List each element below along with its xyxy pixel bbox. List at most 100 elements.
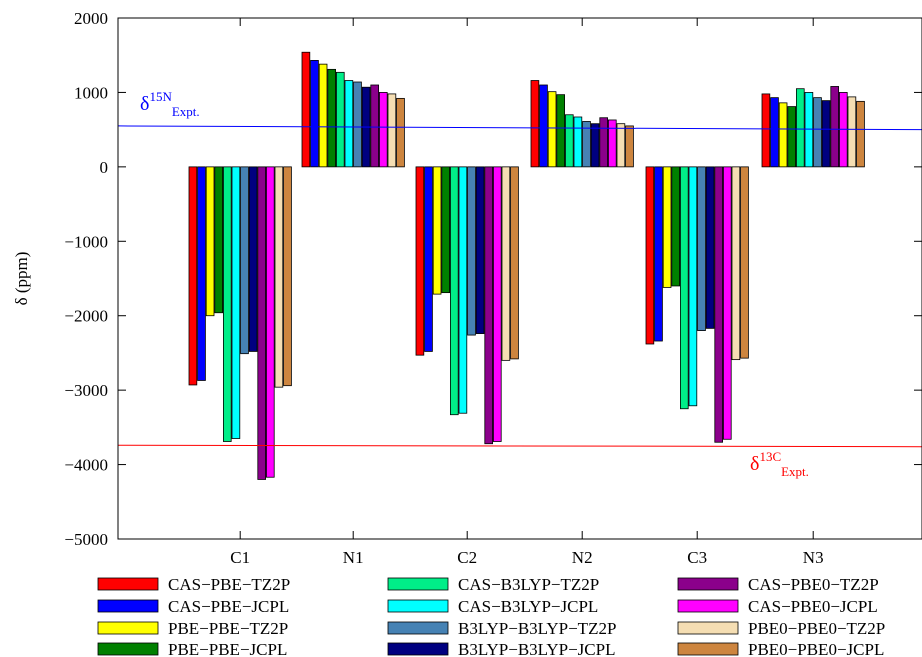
legend-swatch-9 — [677, 599, 739, 613]
bar-C2-3 — [441, 166, 450, 294]
bar-C3-5 — [688, 166, 698, 407]
legend-swatch-5 — [387, 599, 449, 613]
legend-swatch-6 — [387, 621, 449, 635]
bar-C1-7 — [248, 166, 258, 352]
legend-label-5: CAS−B3LYP−JCPL — [458, 597, 598, 616]
legend-label-1: CAS−PBE−JCPL — [168, 597, 289, 616]
bar-N2-3 — [556, 94, 565, 168]
bar-N2-9 — [608, 119, 617, 168]
bar-N1-11 — [396, 97, 405, 168]
legend-label-9: CAS−PBE0−JCPL — [748, 597, 878, 616]
legend-label-2: PBE−PBE−TZ2P — [168, 619, 288, 638]
reference-lines: δ15NExpt. δ13CExpt. — [117, 89, 922, 479]
legend-swatch-4 — [387, 577, 449, 591]
bar-C3-2 — [662, 166, 672, 288]
plot-frame — [117, 17, 922, 540]
y-tick-label-6: −4000 — [64, 456, 108, 475]
legend-label-4: CAS−B3LYP−TZ2P — [458, 575, 599, 594]
bar-C3-9 — [723, 166, 732, 440]
bar-N2-0 — [530, 80, 540, 168]
bar-N3-10 — [847, 96, 857, 168]
bar-C2-4 — [449, 166, 459, 416]
legend-label-11: PBE0−PBE0−JCPL — [748, 640, 884, 657]
x-tick-label-C3: C3 — [687, 548, 707, 567]
bar-C2-5 — [458, 166, 468, 414]
bar-C1-10 — [274, 166, 284, 388]
bar-C3-0 — [645, 166, 655, 345]
bar-N1-6 — [353, 81, 362, 168]
bar-N2-7 — [590, 123, 600, 168]
bar-N3-6 — [813, 97, 822, 168]
legend: CAS−PBE−TZ2P CAS−PBE−JCPL PBE−PBE−TZ2P PBE−… — [97, 575, 885, 657]
bar-C1-11 — [283, 166, 292, 387]
bar-C1-4 — [222, 166, 232, 442]
bar-C3-6 — [697, 166, 706, 332]
bar-C2-8 — [484, 166, 493, 445]
x-tick-label-N1: N1 — [343, 548, 364, 567]
bar-C3-11 — [740, 166, 749, 359]
y-tick-label-7: −5000 — [64, 530, 108, 549]
bar-N3-3 — [787, 106, 796, 168]
legend-label-6: B3LYP−B3LYP−TZ2P — [458, 619, 616, 638]
bar-C3-1 — [654, 166, 663, 342]
bar-C3-8 — [714, 166, 723, 443]
bar-N2-8 — [599, 117, 608, 168]
legend-label-10: PBE0−PBE0−TZ2P — [748, 619, 885, 638]
bar-N1-1 — [310, 60, 319, 168]
bar-C1-5 — [231, 166, 241, 439]
bar-N2-10 — [616, 123, 626, 168]
bar-C2-0 — [415, 166, 425, 356]
y-tick-label-4: −2000 — [64, 307, 108, 326]
bar-N1-9 — [378, 92, 388, 168]
bar-N2-2 — [547, 91, 557, 168]
bar-C3-10 — [731, 166, 741, 361]
bars-layer — [188, 51, 865, 480]
bar-C2-6 — [467, 166, 476, 336]
bar-N3-2 — [778, 102, 788, 168]
bar-C1-8 — [257, 166, 266, 480]
bar-C1-3 — [214, 166, 224, 314]
bar-N3-8 — [830, 86, 839, 168]
reference-label-1: δ13CExpt. — [750, 449, 809, 479]
bar-C3-3 — [671, 166, 680, 287]
bar-C1-2 — [205, 166, 215, 317]
legend-swatch-0 — [97, 577, 159, 591]
bar-C1-1 — [197, 166, 206, 381]
reference-line-0 — [117, 125, 922, 131]
bar-N3-11 — [856, 100, 865, 168]
bar-N1-5 — [344, 80, 354, 168]
bar-C1-9 — [265, 166, 275, 478]
y-tick-label-2: 0 — [100, 158, 109, 177]
legend-label-0: CAS−PBE−TZ2P — [168, 575, 290, 594]
bar-C2-1 — [424, 166, 433, 352]
bar-C2-11 — [510, 166, 519, 360]
legend-swatch-10 — [677, 621, 739, 635]
axis-ticks: 2000 1000 0 −1000 −2000 −3000 −4000 −5000 C1 N1 C2… — [64, 9, 922, 567]
bar-N1-0 — [301, 51, 311, 168]
legend-swatch-2 — [97, 621, 159, 635]
x-tick-label-N2: N2 — [572, 548, 593, 567]
legend-label-7: B3LYP−B3LYP−JCPL — [458, 640, 615, 657]
x-tick-label-C1: C1 — [230, 548, 250, 567]
bar-C3-7 — [705, 166, 715, 329]
bar-N3-0 — [761, 93, 771, 168]
bar-C2-2 — [432, 166, 442, 295]
bar-C1-6 — [240, 166, 249, 355]
y-axis-label: δ (ppm) — [12, 252, 31, 306]
bar-C3-4 — [680, 166, 689, 410]
x-tick-label-N3: N3 — [803, 548, 824, 567]
reference-label-0: δ15NExpt. — [140, 89, 200, 119]
bar-N3-7 — [821, 100, 831, 168]
bar-C1-0 — [188, 166, 198, 386]
legend-swatch-11 — [677, 642, 739, 656]
legend-label-8: CAS−PBE0−TZ2P — [748, 575, 879, 594]
bar-N1-3 — [327, 68, 336, 168]
legend-swatch-1 — [97, 599, 159, 613]
bar-N2-6 — [582, 121, 591, 168]
bar-N1-8 — [370, 84, 379, 168]
bar-N1-2 — [318, 63, 328, 168]
y-tick-label-1: 1000 — [74, 83, 108, 102]
reference-line-1 — [117, 444, 922, 448]
bar-N1-4 — [335, 71, 345, 168]
